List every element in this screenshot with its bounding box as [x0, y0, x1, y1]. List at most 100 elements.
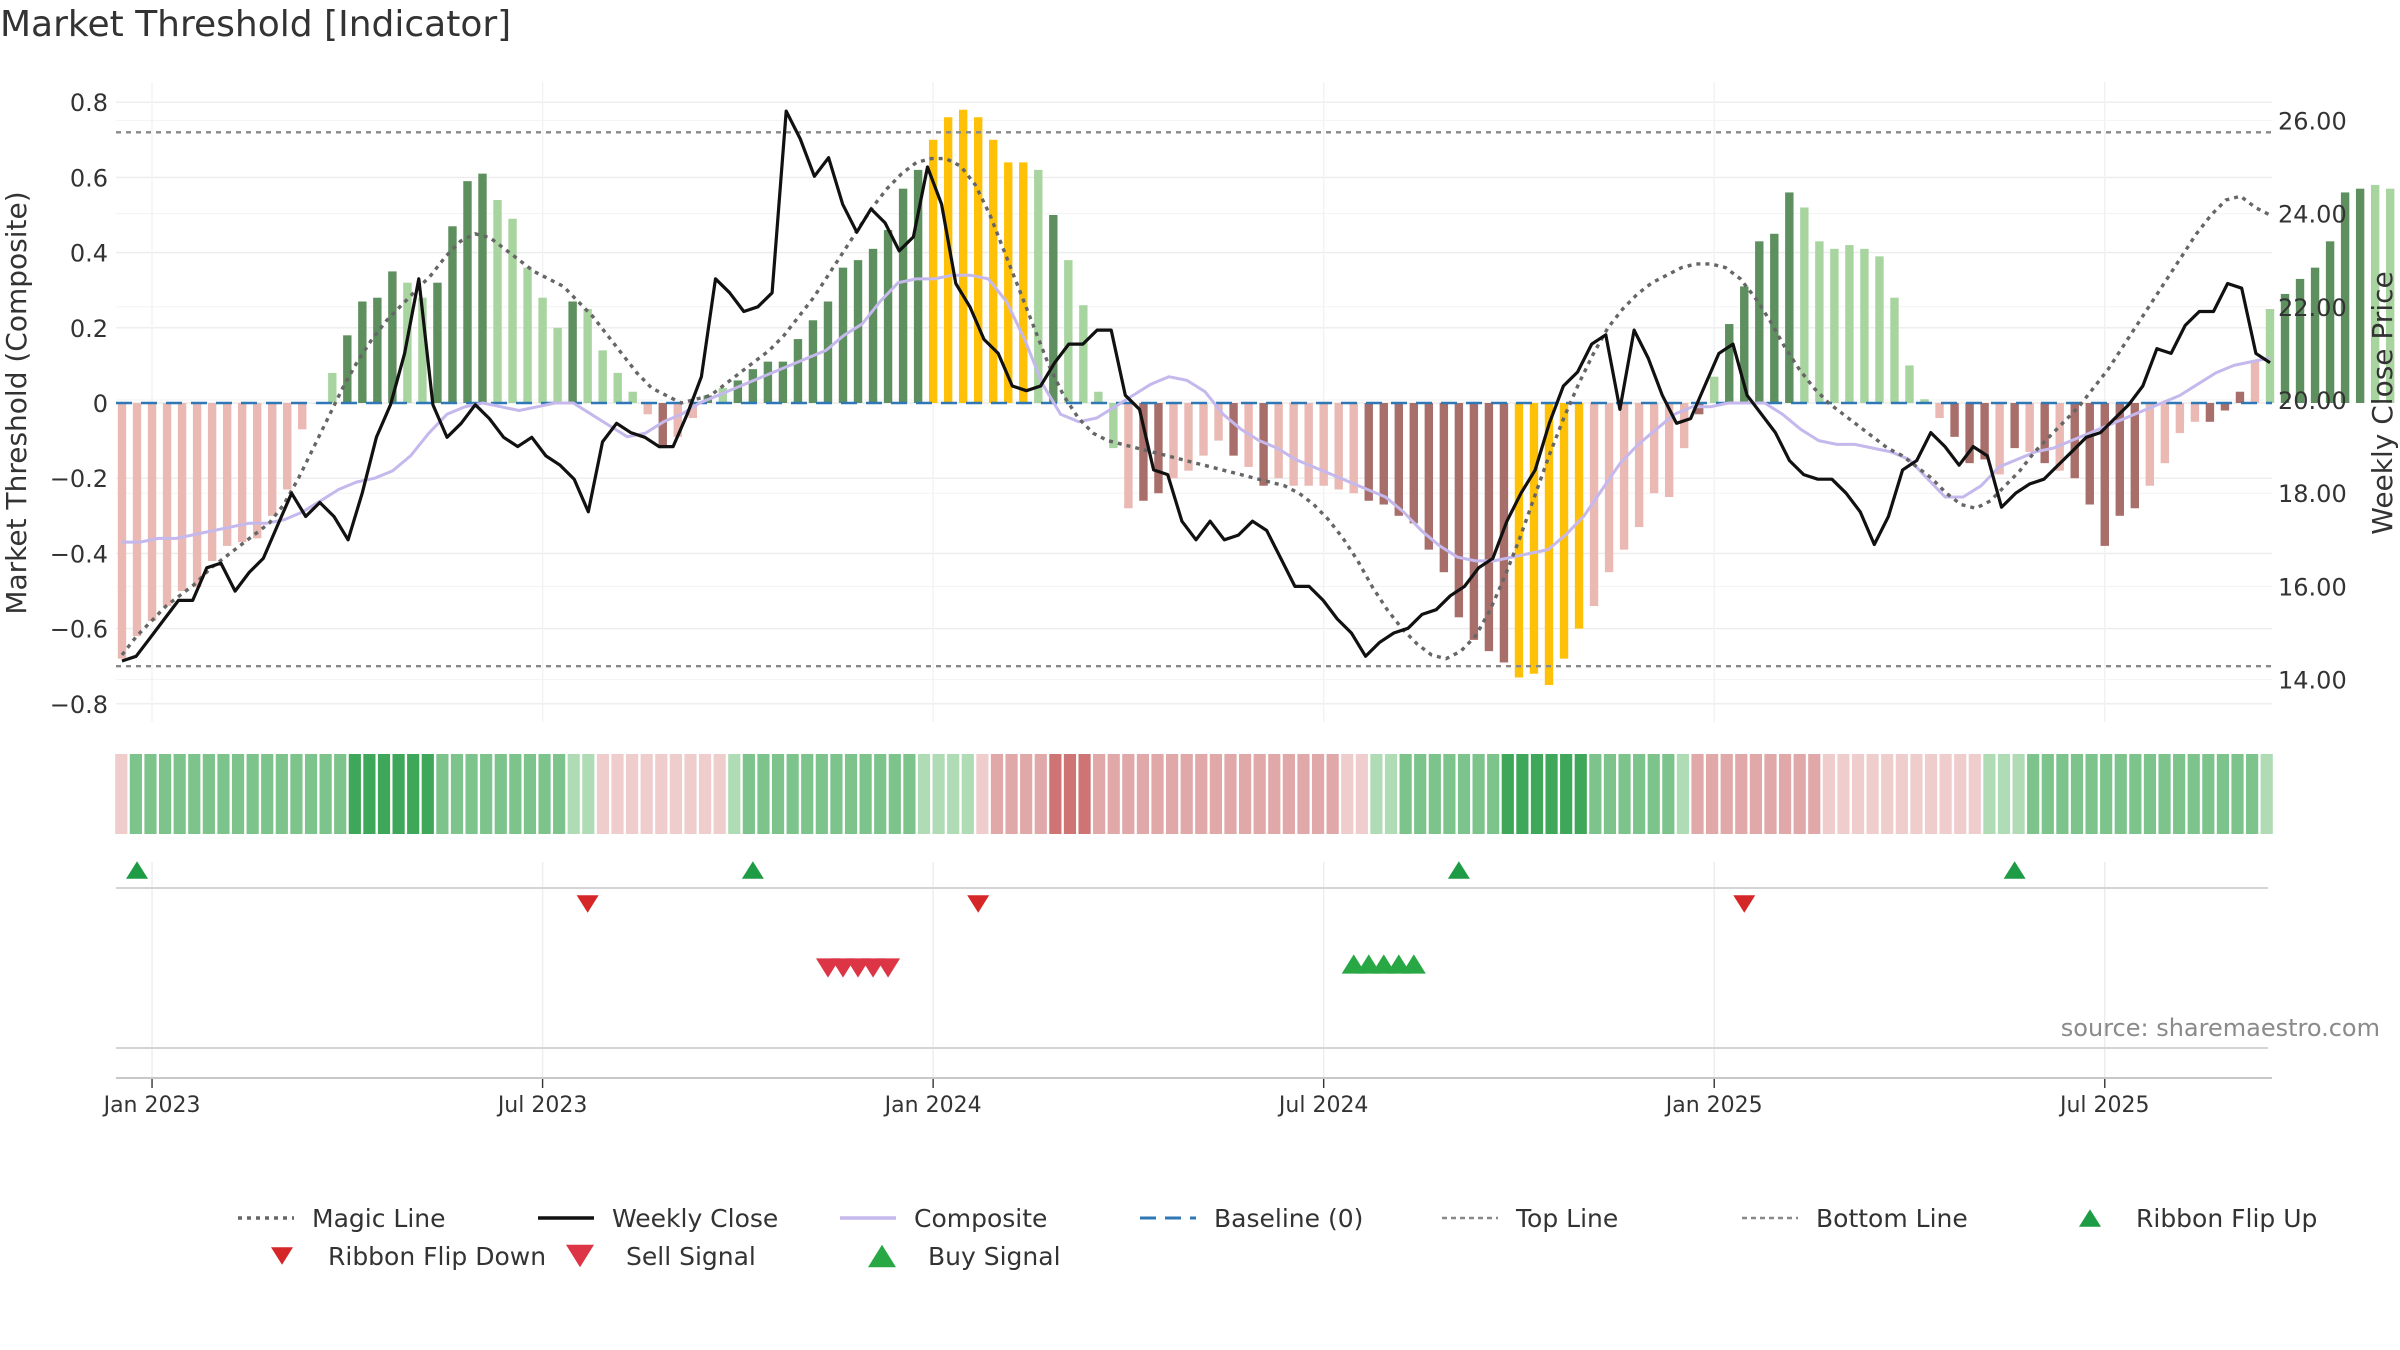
ribbon-cell	[1341, 754, 1354, 834]
x-tick-label: Jul 2025	[2058, 1093, 2150, 1118]
legend-symbol	[1442, 1216, 1498, 1220]
line-series	[116, 109, 2272, 668]
ribbon-cell	[407, 754, 420, 834]
legend-label: Buy Signal	[928, 1241, 1061, 1271]
ribbon-cell	[1063, 754, 1077, 834]
composite-bar	[1830, 248, 1839, 403]
ribbon-cell	[392, 754, 405, 834]
y2-tick-label: 26.00	[2278, 107, 2347, 135]
ribbon-cell	[2143, 754, 2157, 834]
x-tick-label: Jan 2025	[1664, 1093, 1763, 1118]
ribbon-cell	[334, 754, 347, 834]
y2-tick-label: 16.00	[2278, 573, 2347, 601]
composite-bar	[823, 301, 833, 403]
composite-bar	[373, 297, 382, 403]
composite-bar	[1559, 403, 1569, 659]
ribbon-cell	[1180, 754, 1193, 834]
composite-bar	[2370, 184, 2380, 403]
buy-signal-marker	[1341, 954, 1366, 974]
ribbon-cell	[801, 754, 814, 834]
composite-bar	[883, 230, 893, 403]
ribbon-cell	[363, 754, 376, 834]
ribbon-cell	[290, 754, 303, 834]
ribbon-cell	[684, 754, 697, 834]
composite-bar	[1274, 403, 1283, 479]
legend-item: Ribbon Flip Down	[252, 1238, 546, 1274]
composite-bar	[132, 403, 142, 637]
composite-bar	[1995, 403, 2004, 475]
ribbon-cell	[465, 754, 478, 834]
composite-bar	[2265, 309, 2275, 403]
ribbon-cell	[2246, 754, 2259, 834]
ribbon-cell	[903, 754, 916, 834]
composite-bar	[1920, 399, 1929, 403]
y2-tick-label: 20.00	[2278, 387, 2347, 415]
ribbon-cell	[1793, 754, 1806, 834]
composite-bar	[628, 391, 637, 403]
composite-bar	[1574, 403, 1584, 629]
composite-bar	[1845, 245, 1854, 403]
composite-line	[122, 273, 2271, 563]
composite-bar	[1109, 403, 1118, 449]
ribbon-cell	[480, 754, 493, 834]
legend-item: Baseline (0)	[1138, 1200, 1363, 1236]
ribbon-cell	[1954, 754, 1967, 834]
ribbon-cell	[1530, 754, 1544, 834]
sell-signal-marker	[846, 958, 871, 978]
ribbon-cell	[2056, 754, 2069, 834]
composite-bar	[538, 297, 547, 403]
composite-bar	[2055, 403, 2064, 471]
ribbon-cell	[626, 754, 639, 834]
ribbon-cell	[1107, 754, 1120, 834]
ribbon-cell	[202, 754, 215, 834]
ribbon-cell	[1370, 754, 1383, 834]
composite-bar	[2250, 361, 2260, 403]
chart-title: Market Threshold [Indicator]	[0, 4, 512, 45]
ribbon-cell	[1881, 754, 1894, 834]
ribbon-cell	[596, 754, 610, 834]
ribbon-cell	[158, 754, 172, 834]
composite-bar	[1755, 241, 1764, 403]
composite-bar	[583, 309, 592, 403]
ribbon-cell	[1034, 754, 1047, 834]
ribbon-cell	[304, 754, 318, 834]
ribbon-flip-down-marker	[967, 895, 990, 913]
composite-bar	[177, 403, 187, 591]
signal-rows	[116, 861, 2272, 1079]
composite-bar	[943, 117, 953, 404]
composite-bar	[733, 380, 743, 403]
ribbon-cell	[786, 754, 799, 834]
ribbon-cell	[2187, 754, 2200, 834]
ribbon-cell	[1297, 754, 1310, 834]
ribbon-cell	[2070, 754, 2084, 834]
legend-label: Bottom Line	[1816, 1203, 1968, 1233]
legend-label: Baseline (0)	[1214, 1203, 1364, 1233]
ribbon-cell	[947, 754, 960, 834]
composite-bar	[1229, 403, 1238, 456]
ribbon-cell	[1735, 754, 1748, 834]
ribbon-cell	[1603, 754, 1617, 834]
y-tick-label: 0.6	[70, 164, 108, 192]
composite-bar	[2130, 403, 2140, 509]
composite-bar	[1349, 403, 1358, 494]
sell-signal-marker	[861, 958, 886, 978]
ribbon-cell	[1924, 754, 1938, 834]
ribbon-cell	[713, 754, 726, 834]
ribbon-cell	[888, 754, 901, 834]
composite-bar	[553, 327, 562, 403]
legend-label: Sell Signal	[626, 1241, 756, 1271]
y-tick-label: 0.8	[70, 89, 108, 117]
ribbon-cell	[1311, 754, 1325, 834]
legend-item: Bottom Line	[1740, 1200, 1968, 1236]
ribbon-cell	[217, 754, 230, 834]
legend-symbol	[1742, 1216, 1798, 1220]
composite-bar	[2385, 188, 2395, 403]
ribbon-cell	[932, 754, 945, 834]
ribbon-cell	[1545, 754, 1558, 834]
legend-symbol	[1140, 1216, 1196, 1220]
ribbon-cell	[844, 754, 858, 834]
composite-bar	[222, 403, 232, 546]
ribbon-cell	[874, 754, 887, 834]
composite-bar	[268, 403, 277, 516]
ribbon-cell	[1209, 754, 1222, 834]
